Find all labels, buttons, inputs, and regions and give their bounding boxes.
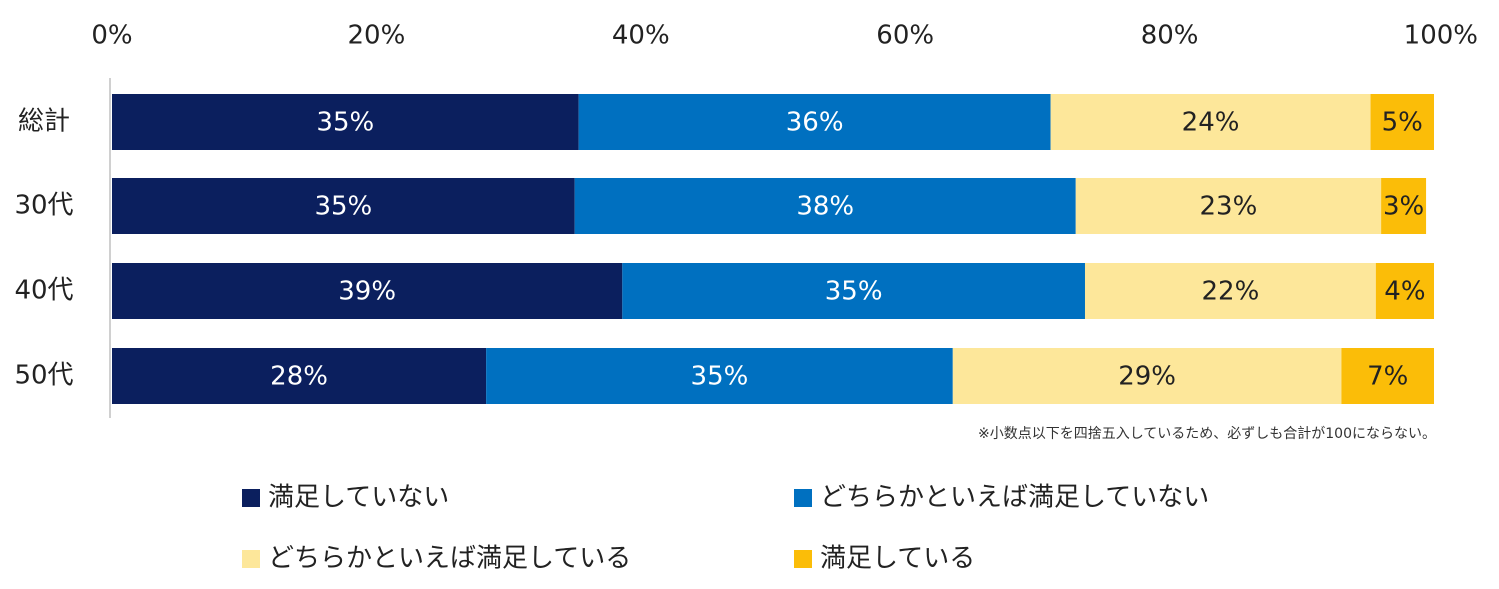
category-label: 総計 — [18, 107, 70, 137]
bar-segment — [486, 348, 953, 404]
bar-segment — [1341, 348, 1434, 404]
data-label: 38% — [796, 192, 854, 222]
data-label: 23% — [1200, 192, 1258, 222]
data-label: 22% — [1202, 277, 1260, 307]
bar-segment — [112, 348, 487, 404]
category-labels: 総計 30代 40代 50代 — [14, 107, 73, 391]
data-label: 5% — [1382, 108, 1423, 138]
x-tick-label: 100% — [1404, 21, 1478, 51]
bar-segment — [1084, 263, 1376, 319]
x-tick-label: 40% — [612, 21, 670, 51]
category-label: 50代 — [14, 361, 73, 391]
x-axis-ticks: 0% 20% 40% 60% 80% 100% — [91, 21, 1478, 51]
x-tick-label: 0% — [91, 21, 132, 51]
bar-segment — [1050, 94, 1371, 150]
bar-segment — [112, 94, 579, 150]
bar-segment — [112, 263, 623, 319]
data-label: 35% — [314, 192, 372, 222]
footnote: ※小数点以下を四捨五入しているため、必ずしも合計が100にならない。 — [978, 425, 1436, 442]
data-label: 35% — [691, 362, 749, 392]
legend-label: 満足していない — [268, 483, 449, 513]
legend-label: どちらかといえば満足している — [268, 544, 631, 574]
legend-swatch — [794, 489, 812, 507]
bars: 35% 36% 24% 5% 35% 38% 23% 3% 39% 35% 22% 4% 28% 35% 2… — [112, 94, 1434, 404]
bar-segment — [952, 348, 1342, 404]
category-label: 30代 — [14, 191, 73, 221]
legend-swatch — [242, 489, 260, 507]
data-label: 7% — [1367, 362, 1408, 392]
data-label: 29% — [1118, 362, 1176, 392]
data-label: 35% — [316, 108, 374, 138]
data-label: 39% — [338, 277, 396, 307]
legend-swatch — [794, 550, 812, 568]
bar-segment — [1381, 178, 1427, 234]
bar-segment — [622, 263, 1085, 319]
x-tick-label: 20% — [348, 21, 406, 51]
x-tick-label: 60% — [876, 21, 934, 51]
data-label: 28% — [270, 362, 328, 392]
legend-label: どちらかといえば満足していない — [820, 483, 1209, 513]
bar-segment — [1375, 263, 1434, 319]
data-label: 3% — [1383, 192, 1424, 222]
bar-segment — [112, 178, 575, 234]
data-label: 24% — [1182, 108, 1240, 138]
legend-label: 満足している — [820, 544, 975, 574]
data-label: 35% — [825, 277, 883, 307]
legend-swatch — [242, 550, 260, 568]
x-tick-label: 80% — [1141, 21, 1199, 51]
bar-segment — [574, 178, 1076, 234]
data-label: 4% — [1384, 277, 1425, 307]
category-label: 40代 — [14, 276, 73, 306]
bar-segment — [1075, 178, 1382, 234]
bar-segment — [578, 94, 1051, 150]
data-label: 36% — [786, 108, 844, 138]
bar-segment — [1370, 94, 1434, 150]
